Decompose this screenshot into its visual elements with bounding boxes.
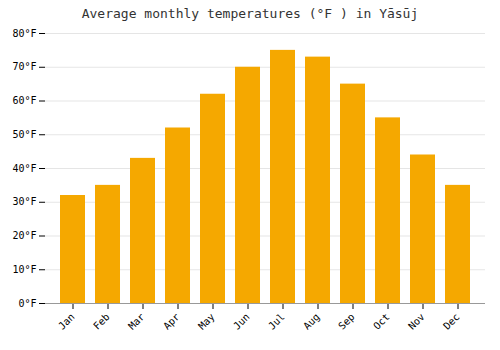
svg-text:Nov: Nov	[406, 311, 427, 332]
svg-text:Aug: Aug	[301, 311, 322, 332]
svg-text:Jan: Jan	[56, 311, 77, 332]
svg-text:0°F: 0°F	[18, 298, 36, 309]
svg-text:60°F: 60°F	[12, 95, 36, 106]
svg-text:70°F: 70°F	[12, 61, 36, 72]
svg-text:80°F: 80°F	[12, 28, 36, 39]
svg-text:May: May	[196, 311, 217, 332]
svg-text:30°F: 30°F	[12, 196, 36, 207]
svg-text:50°F: 50°F	[12, 129, 36, 140]
svg-text:Jul: Jul	[266, 311, 287, 332]
svg-text:40°F: 40°F	[12, 163, 36, 174]
svg-text:Mar: Mar	[126, 311, 147, 332]
svg-text:Dec: Dec	[441, 311, 462, 332]
svg-text:Sep: Sep	[336, 311, 357, 332]
html-text:Average monthly temperatures (: Average monthly temperatures (°F ) in Yā…	[81, 6, 419, 21]
svg-text:Feb: Feb	[91, 311, 112, 332]
svg-text:20°F: 20°F	[12, 230, 36, 241]
svg-text:Apr: Apr	[161, 311, 182, 332]
svg-text:Oct: Oct	[371, 311, 392, 332]
svg-text:10°F: 10°F	[12, 264, 36, 275]
svg-text:Jun: Jun	[231, 311, 252, 332]
